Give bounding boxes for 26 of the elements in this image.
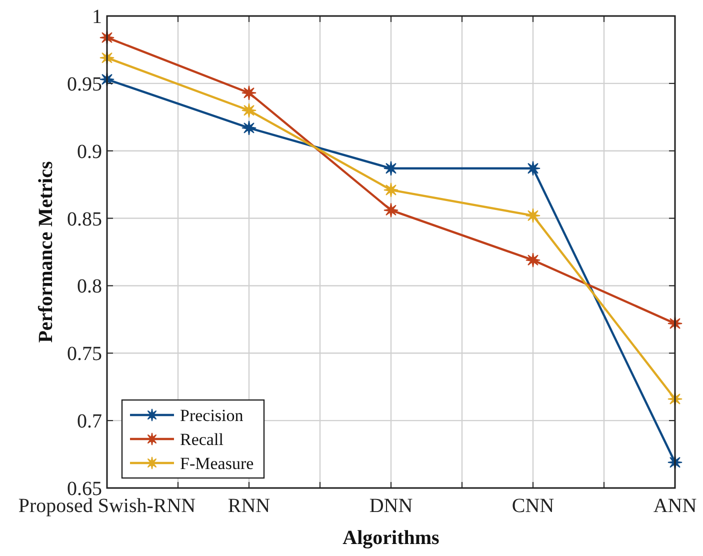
point bbox=[384, 160, 398, 176]
x-tick-label: RNN bbox=[228, 495, 270, 517]
point bbox=[526, 252, 540, 268]
y-tick-label: 1 bbox=[92, 6, 102, 28]
x-axis-title: Algorithms bbox=[342, 527, 440, 549]
y-tick-label: 0.95 bbox=[67, 73, 102, 96]
x-tick-label: ANN bbox=[653, 495, 697, 517]
y-tick-label: 0.7 bbox=[77, 410, 102, 433]
point bbox=[242, 102, 256, 118]
point bbox=[242, 85, 256, 100]
legend-label: F-Measure bbox=[180, 454, 254, 473]
y-tick-label: 0.85 bbox=[67, 208, 102, 230]
y-axis-title: Performance Metrics bbox=[35, 161, 57, 343]
legend-label: Precision bbox=[180, 406, 244, 425]
y-tick-label: 0.8 bbox=[77, 276, 102, 298]
legend-label: Recall bbox=[180, 430, 224, 449]
x-tick-label: DNN bbox=[369, 495, 413, 517]
x-tick-label: CNN bbox=[512, 495, 554, 517]
point bbox=[384, 182, 398, 198]
point bbox=[242, 120, 256, 136]
y-tick-label: 0.75 bbox=[67, 343, 102, 366]
point bbox=[526, 160, 540, 176]
y-tick-label: 0.9 bbox=[77, 140, 102, 163]
point bbox=[526, 208, 540, 224]
point bbox=[384, 202, 398, 218]
x-tick-label: Proposed Swish-RNN bbox=[18, 495, 196, 517]
